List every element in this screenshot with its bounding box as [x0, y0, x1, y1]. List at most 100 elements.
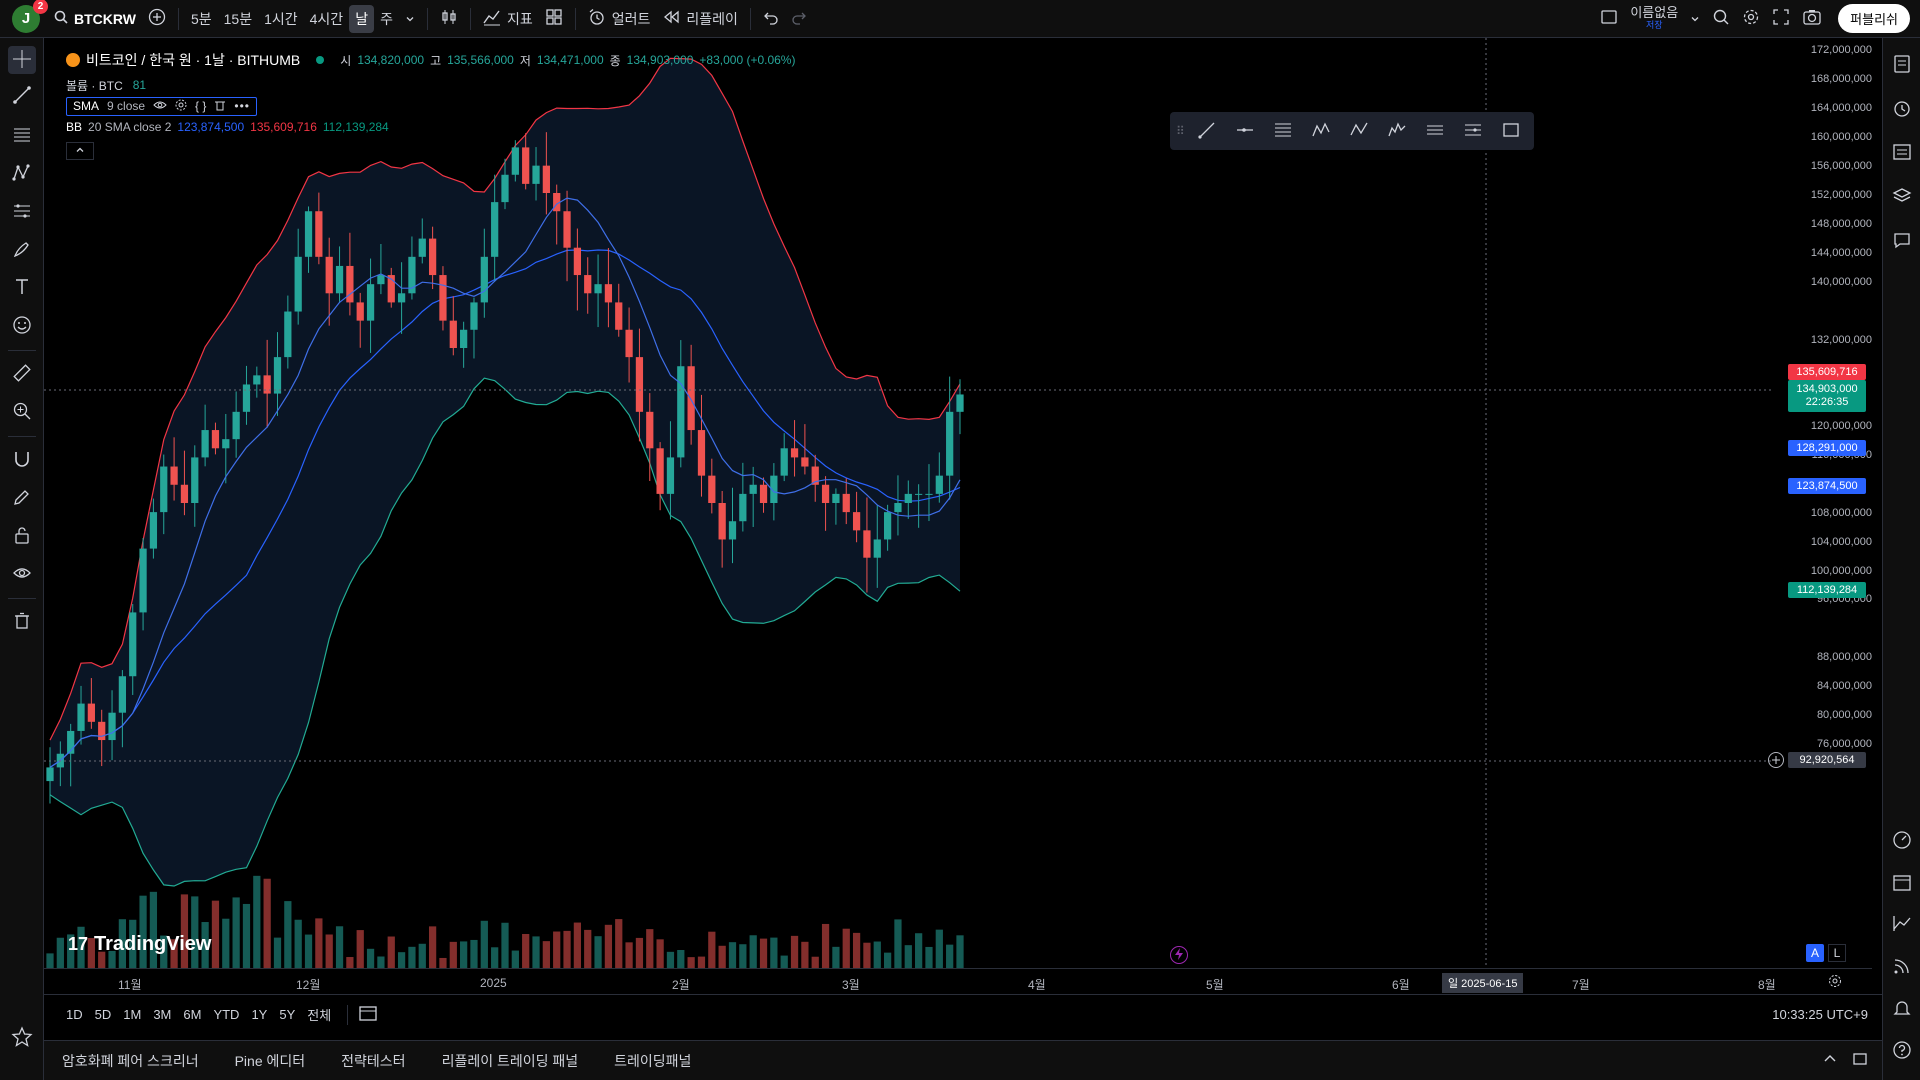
quick-search-button[interactable] [1706, 5, 1736, 33]
panel-tab-pine-editor[interactable]: Pine 에디터 [234, 1052, 306, 1069]
timeframe-4h[interactable]: 4시간 [309, 10, 344, 27]
layout-dropdown[interactable] [1684, 5, 1706, 33]
panel-tab-strategy-tester[interactable]: 전략테스터 [341, 1052, 406, 1069]
calendar-button[interactable] [1889, 870, 1915, 896]
replay-lightning-button[interactable] [1170, 946, 1188, 964]
pattern-tool[interactable] [8, 160, 36, 188]
panel-tab-crypto-screener[interactable]: 암호화폐 페어 스크리너 [62, 1052, 199, 1069]
lock-drawings-tool[interactable] [8, 522, 36, 550]
keep-drawing-tool[interactable] [8, 484, 36, 512]
fib-tool[interactable] [8, 122, 36, 150]
range-1m[interactable]: 1M [123, 1007, 142, 1022]
timeframe-15m[interactable]: 15분 [223, 10, 253, 27]
templates-button[interactable] [539, 5, 569, 33]
remove-drawings-tool[interactable] [8, 608, 36, 636]
timeframe-dropdown[interactable] [399, 5, 421, 33]
float-fib-button[interactable] [1264, 112, 1302, 150]
float-horizontal-ray-button[interactable] [1226, 112, 1264, 150]
compare-symbol-button[interactable] [142, 5, 172, 33]
candles [46, 132, 964, 804]
collapse-legend-button[interactable] [66, 142, 94, 160]
zoom-tool[interactable] [8, 398, 36, 426]
float-range-button[interactable] [1454, 112, 1492, 150]
price-chart[interactable] [44, 38, 1882, 993]
candle-body [377, 275, 385, 285]
clock[interactable]: 10:33:25 UTC+9 [1772, 1007, 1868, 1022]
sma-label: SMA [73, 99, 100, 113]
magnet-tool[interactable] [8, 446, 36, 474]
symbol-search[interactable]: BTCKRW [48, 5, 142, 33]
float-xabcd-button[interactable] [1302, 112, 1340, 150]
watchlist-button[interactable] [1889, 52, 1915, 78]
snapshot-button[interactable] [1796, 5, 1828, 33]
redo-button[interactable] [785, 5, 813, 33]
help-button[interactable] [1889, 1038, 1915, 1064]
settings-icon[interactable] [175, 99, 187, 114]
settings-button[interactable] [1736, 5, 1766, 33]
bitcoin-icon [66, 53, 80, 67]
hide-drawings-tool[interactable] [8, 560, 36, 588]
more-icon[interactable]: ••• [234, 99, 251, 113]
data-window-button[interactable] [1889, 140, 1915, 166]
float-trendline-button[interactable] [1188, 112, 1226, 150]
float-parallel-button[interactable] [1416, 112, 1454, 150]
axis-settings-button[interactable] [1828, 974, 1842, 991]
timeframe-day[interactable]: 날 [349, 4, 375, 33]
measure-tool[interactable] [8, 360, 36, 388]
float-abcd-button[interactable] [1340, 112, 1378, 150]
goto-date-button[interactable] [358, 1004, 378, 1025]
notifications-button[interactable] [1889, 996, 1915, 1022]
range-6m[interactable]: 6M [183, 1007, 202, 1022]
undo-button[interactable] [757, 5, 785, 33]
source-code-icon[interactable]: { } [195, 99, 207, 113]
range-1y[interactable]: 1Y [251, 1007, 268, 1022]
float-elliott-button[interactable] [1378, 112, 1416, 150]
object-tree-button[interactable] [1889, 184, 1915, 210]
news-button[interactable] [1889, 954, 1915, 980]
replay-button[interactable]: 리플레이 [656, 5, 744, 33]
indicators-button[interactable]: 지표 [477, 5, 539, 33]
ideas-button[interactable] [1889, 912, 1915, 938]
range-3m[interactable]: 3M [153, 1007, 172, 1022]
log-scale-button[interactable]: L [1828, 944, 1846, 962]
range-1d[interactable]: 1D [66, 1007, 83, 1022]
float-rectangle-button[interactable] [1492, 112, 1530, 150]
alerts-panel-button[interactable] [1889, 96, 1915, 122]
range-5d[interactable]: 5D [94, 1007, 112, 1022]
drag-handle-icon[interactable]: ⠿ [1176, 124, 1185, 138]
layout-name-button[interactable]: 이름없음 저장 [1624, 5, 1684, 33]
text-tool[interactable] [8, 274, 36, 302]
timeframe-1h[interactable]: 1시간 [264, 10, 298, 27]
auto-scale-button[interactable]: A [1806, 944, 1824, 962]
sma-legend-item[interactable]: SMA 9 close { } ••• [66, 96, 258, 116]
range-all[interactable]: 전체 [307, 1008, 332, 1023]
timeframe-5m[interactable]: 5분 [190, 10, 212, 27]
chart-type-button[interactable] [434, 5, 464, 33]
emoji-tool[interactable] [8, 312, 36, 340]
user-avatar[interactable]: J 2 [12, 0, 48, 33]
time-tick: 11월 [118, 978, 142, 992]
range-5y[interactable]: 5Y [279, 1007, 296, 1022]
collapse-panel-button[interactable] [1822, 1051, 1838, 1070]
range-ytd[interactable]: YTD [213, 1007, 240, 1022]
trash-icon[interactable] [214, 99, 226, 114]
add-alert-plus-button[interactable] [1768, 752, 1784, 768]
favorites-tool[interactable] [8, 1024, 36, 1052]
brush-tool[interactable] [8, 236, 36, 264]
panel-tab-trading-panel[interactable]: 트레이딩패널 [614, 1052, 692, 1069]
panel-tab-replay-trading[interactable]: 리플레이 트레이딩 패널 [441, 1052, 579, 1069]
timeframe-week[interactable]: 주 [380, 10, 393, 27]
chats-button[interactable] [1889, 228, 1915, 254]
layout-square-button[interactable] [1594, 5, 1624, 33]
publish-button[interactable]: 퍼블리쉬 [1838, 4, 1910, 33]
fullscreen-button[interactable] [1766, 5, 1796, 33]
crosshair-tool[interactable] [8, 46, 36, 74]
forecast-tool[interactable] [8, 198, 36, 226]
screener-button[interactable] [1889, 828, 1915, 854]
price-axis[interactable]: 172,000,000 168,000,000 164,000,000 160,… [1772, 38, 1882, 973]
maximize-panel-button[interactable] [1852, 1051, 1868, 1070]
time-axis[interactable]: 11월 12월 2025 2월 3월 4월 5월 6월 7월 8월 일 2025… [44, 968, 1872, 994]
alerts-button[interactable]: 얼러트 [582, 5, 657, 33]
trendline-tool[interactable] [8, 82, 36, 110]
eye-icon[interactable] [153, 99, 167, 114]
